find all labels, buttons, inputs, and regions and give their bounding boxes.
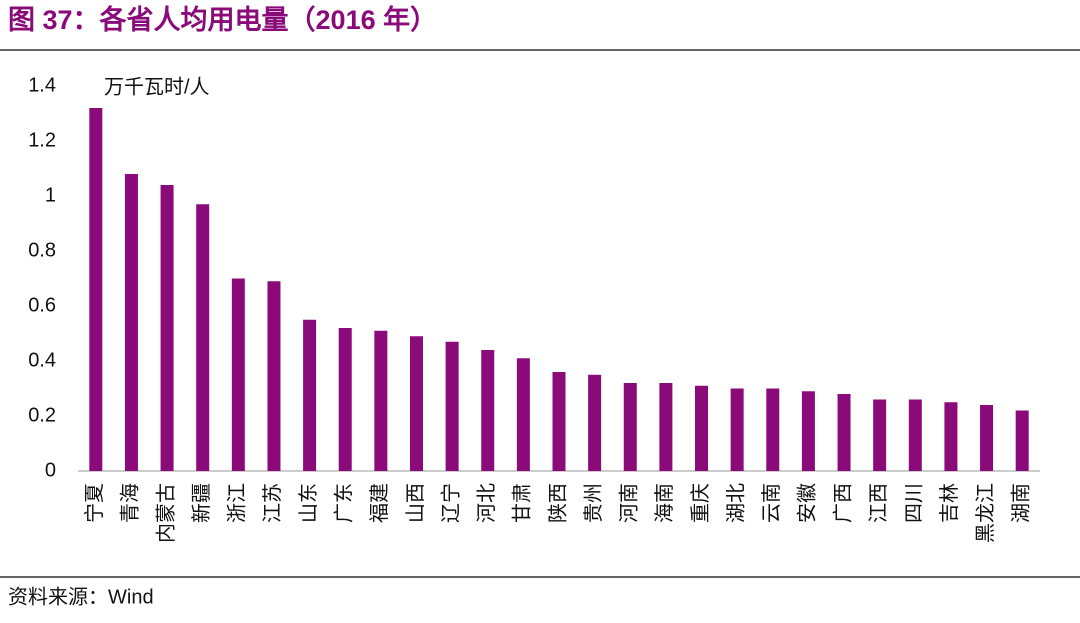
x-tick-label: 安徽 [796, 483, 819, 523]
x-tick-label: 内蒙古 [154, 483, 177, 543]
x-tick-label: 海南 [653, 483, 676, 523]
bar [801, 391, 815, 471]
bar [588, 374, 602, 471]
bar [267, 281, 281, 471]
bar [196, 204, 210, 471]
x-tick-label: 重庆 [689, 483, 712, 523]
y-tick-label: 0.8 [28, 239, 56, 261]
bar [409, 336, 423, 471]
bar [89, 108, 103, 471]
unit-label: 万千瓦时/人 [104, 75, 210, 98]
x-tick-label: 黑龙江 [974, 483, 997, 543]
x-tick-label: 甘肃 [511, 483, 534, 523]
y-tick-label: 1.4 [28, 74, 56, 96]
bar [908, 399, 922, 471]
x-tick-label: 广东 [333, 483, 356, 523]
bar [445, 341, 459, 471]
chart-title: 图 37：各省人均用电量（2016 年） [8, 4, 437, 35]
x-tick-label: 陕西 [546, 483, 569, 523]
x-tick-label: 青海 [119, 483, 142, 523]
bar [124, 174, 138, 471]
y-tick-label: 1.2 [28, 129, 56, 151]
x-tick-label: 江苏 [261, 483, 284, 523]
x-tick-label: 吉林 [938, 483, 961, 523]
x-tick-label: 江西 [867, 483, 890, 523]
bar [231, 278, 245, 471]
bar [303, 319, 317, 471]
bar [623, 383, 637, 471]
bar [980, 405, 994, 471]
y-tick-label: 1 [45, 184, 56, 206]
y-tick-label: 0 [45, 459, 56, 481]
bar [944, 402, 958, 471]
x-tick-label: 新疆 [190, 483, 213, 523]
x-tick-label: 云南 [760, 483, 783, 523]
y-tick-label: 0.4 [28, 349, 56, 371]
bar [695, 385, 709, 471]
bar [160, 185, 174, 471]
bar [837, 394, 851, 471]
x-tick-label: 山东 [297, 483, 320, 523]
source: 资料来源：Wind [8, 585, 154, 608]
y-tick-label: 0.6 [28, 294, 56, 316]
bar [516, 358, 530, 471]
bar [374, 330, 388, 471]
x-tick-label: 河南 [618, 483, 641, 523]
x-tick-label: 贵州 [582, 483, 605, 523]
x-tick-label: 宁夏 [83, 483, 106, 523]
x-tick-label: 山西 [404, 483, 427, 523]
bar [659, 383, 673, 471]
x-tick-label: 广西 [831, 483, 854, 523]
x-tick-label: 福建 [368, 483, 391, 523]
bar [338, 328, 352, 471]
x-tick-label: 湖南 [1009, 483, 1032, 523]
bar [730, 388, 744, 471]
bar [552, 372, 566, 471]
x-tick-label: 河北 [475, 483, 498, 523]
x-tick-label: 湖北 [724, 483, 747, 523]
y-tick-label: 0.2 [28, 404, 56, 426]
x-tick-label: 浙江 [226, 483, 249, 523]
bar [481, 350, 495, 471]
bar [873, 399, 887, 471]
x-tick-label: 辽宁 [439, 483, 462, 523]
bar [1015, 410, 1029, 471]
bar [766, 388, 780, 471]
x-tick-label: 四川 [904, 483, 926, 523]
